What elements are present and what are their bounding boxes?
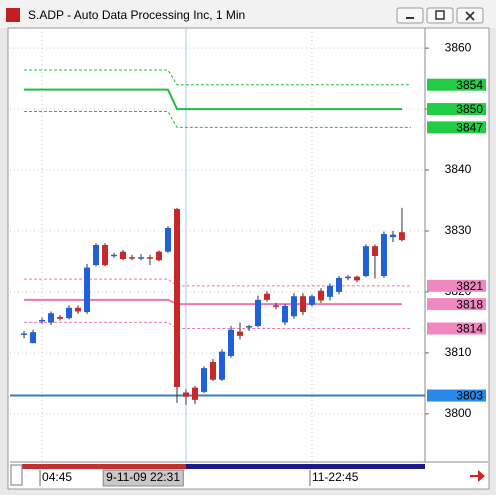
candle-body <box>254 299 261 327</box>
price-label: 3814 <box>456 322 483 336</box>
plot <box>10 28 425 462</box>
y-tick-label: 3800 <box>445 406 472 420</box>
overlay-line <box>24 69 411 86</box>
candle-body <box>66 307 73 319</box>
checkbox[interactable] <box>10 464 23 486</box>
candle-body <box>174 209 181 388</box>
y-tick-label: 3860 <box>445 40 472 54</box>
candle-body <box>281 305 288 323</box>
candle-body <box>156 251 163 261</box>
cursor-label-box <box>102 469 184 487</box>
candle-body <box>290 296 297 317</box>
x-tick-label: 11-22:45 <box>312 470 359 484</box>
candle-body <box>371 246 378 256</box>
x-tick-label: 04:45 <box>42 470 72 484</box>
candle-body <box>48 313 55 323</box>
candle-body <box>30 332 37 344</box>
scroll-strip-left <box>22 464 186 469</box>
candle-body <box>57 316 64 319</box>
candle-body <box>147 257 154 259</box>
candle-body <box>398 232 405 241</box>
price-label-box <box>427 298 486 311</box>
candle-body <box>129 257 136 259</box>
price-label: 3818 <box>456 297 483 311</box>
price-label-box <box>427 78 486 91</box>
price-label-box <box>427 103 486 116</box>
candle-body <box>39 319 46 322</box>
candle-body <box>165 227 172 252</box>
price-label: 3821 <box>456 279 483 293</box>
candle-body <box>201 368 208 392</box>
candle-body <box>299 296 306 313</box>
overlay-line <box>24 298 402 306</box>
candle-body <box>380 234 387 277</box>
scroll-strip-right <box>186 464 425 469</box>
candle-body <box>93 245 100 266</box>
price-label-box <box>427 121 486 134</box>
candle-body <box>84 267 91 313</box>
candle-body <box>317 290 324 301</box>
candle-body <box>272 305 279 307</box>
candle-body <box>102 245 109 266</box>
candle-body <box>183 392 190 397</box>
price-label: 3803 <box>456 389 483 403</box>
candle-body <box>335 277 342 292</box>
overlay-line <box>24 88 402 111</box>
maximize-button[interactable] <box>426 7 454 24</box>
candle-body <box>21 333 28 335</box>
chart-area <box>7 27 490 490</box>
candle-body <box>227 329 234 356</box>
price-label: 3850 <box>456 102 483 116</box>
candle-body <box>210 362 217 380</box>
y-tick-label: 3810 <box>445 345 472 359</box>
candle-body <box>75 307 82 312</box>
candle-body <box>362 246 369 277</box>
candle-body <box>192 387 199 400</box>
price-label-box <box>427 389 486 402</box>
y-tick-label: 3840 <box>445 162 472 176</box>
app-icon <box>6 8 20 22</box>
y-tick-label: 3830 <box>445 223 472 237</box>
price-label-box <box>427 279 486 292</box>
overlay-line <box>24 278 411 287</box>
candle-body <box>389 234 396 238</box>
cursor-label: 9-11-09 22:31 <box>106 470 180 484</box>
candle-body <box>308 296 315 305</box>
overlay-line <box>24 321 411 330</box>
window-title: S.ADP - Auto Data Processing Inc, 1 Min <box>28 8 245 22</box>
candle-body <box>263 293 270 300</box>
overlay-line <box>24 111 411 128</box>
price-label-box <box>427 322 486 335</box>
candle-body <box>111 254 118 257</box>
scroll-right-arrow[interactable] <box>470 470 485 482</box>
candle-body <box>236 331 243 336</box>
candle-body <box>326 285 333 297</box>
close-button[interactable] <box>456 7 484 24</box>
candle-body <box>245 326 252 328</box>
price-label: 3854 <box>456 78 483 92</box>
price-label: 3847 <box>456 121 483 135</box>
candle-body <box>353 276 360 281</box>
candle-body <box>120 251 127 260</box>
candle-body <box>218 351 225 380</box>
candle-body <box>344 276 351 279</box>
candle-body <box>138 257 145 259</box>
minimize-button[interactable] <box>396 7 424 24</box>
